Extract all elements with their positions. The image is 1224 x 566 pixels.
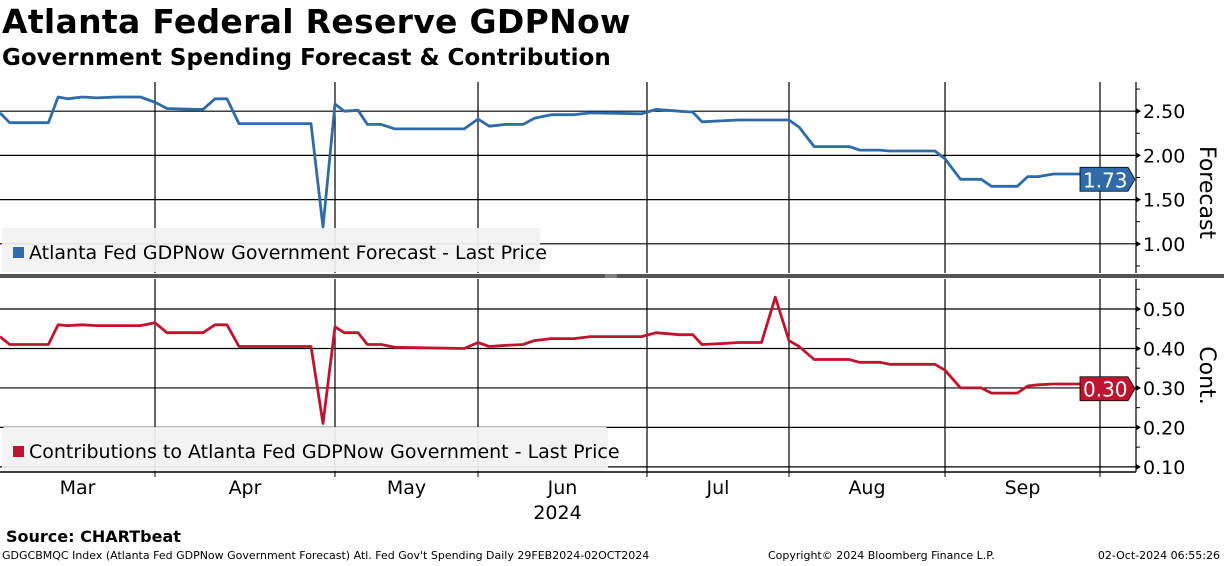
y-tick-label: 1.50 [1143, 190, 1185, 212]
y-tick-label: 0.50 [1143, 299, 1185, 321]
y-tick-label: 1.00 [1143, 234, 1185, 256]
major-tick [1136, 152, 1141, 159]
x-tick-label: Mar [60, 477, 96, 499]
x-tick-label: Sep [1005, 477, 1041, 499]
y-tick-label: 0.30 [1143, 378, 1185, 400]
legend-swatch [13, 446, 24, 457]
x-tick-label: Apr [229, 477, 262, 499]
y-tick-label: 2.00 [1143, 145, 1185, 167]
y-tick-label: 0.40 [1143, 338, 1185, 360]
y-tick-label: 0.10 [1143, 457, 1185, 479]
major-tick [1136, 240, 1141, 247]
major-tick [1136, 108, 1141, 115]
legend-box [2, 427, 608, 471]
y-tick-label: 0.20 [1143, 417, 1185, 439]
x-tick-label: Jul [706, 477, 730, 499]
chart: 1.00 1.50 2.00 2.50 Atlanta Fed GDPNow Gover… [0, 82, 1224, 524]
x-tick-label: Jun [547, 477, 578, 499]
legend-label: Contributions to Atlanta Fed GDPNow Gove… [29, 441, 620, 463]
last-value-label: 1.73 [1083, 168, 1128, 192]
chart-title: Atlanta Federal Reserve GDPNow [2, 2, 631, 41]
y-axis-title: Forecast [1194, 146, 1219, 239]
panel-divider [0, 274, 1224, 278]
x-year-label: 2024 [533, 502, 581, 524]
chart-subtitle: Government Spending Forecast & Contribut… [2, 45, 611, 71]
legend-label: Atlanta Fed GDPNow Government Forecast -… [29, 242, 547, 264]
x-tick-label: May [387, 477, 426, 499]
series-line-0 [0, 95, 1107, 229]
footer-copyright: Copyright© 2024 Bloomberg Finance L.P. [768, 549, 995, 562]
x-tick-label: Aug [848, 477, 885, 499]
footer-timestamp: 02-Oct-2024 06:55:26 [1097, 549, 1220, 562]
last-value-badge [1079, 166, 1136, 192]
legend-box [2, 228, 540, 272]
series-line-1 [0, 295, 1106, 425]
major-tick [1136, 424, 1141, 431]
y-axis-title: Cont. [1194, 346, 1219, 404]
last-value-badge [1079, 376, 1136, 402]
legend-swatch [13, 247, 24, 258]
last-value-label: 0.30 [1083, 378, 1128, 402]
major-tick [1136, 196, 1141, 203]
major-tick [1136, 384, 1141, 391]
source-note: Source: CHARTbeat [6, 527, 181, 546]
major-tick [1136, 345, 1141, 352]
footer-index-info: GDGCBMQC Index (Atlanta Fed GDPNow Gover… [2, 549, 650, 562]
major-tick [1136, 305, 1141, 312]
y-tick-label: 2.50 [1143, 101, 1185, 123]
major-tick [1136, 463, 1141, 470]
